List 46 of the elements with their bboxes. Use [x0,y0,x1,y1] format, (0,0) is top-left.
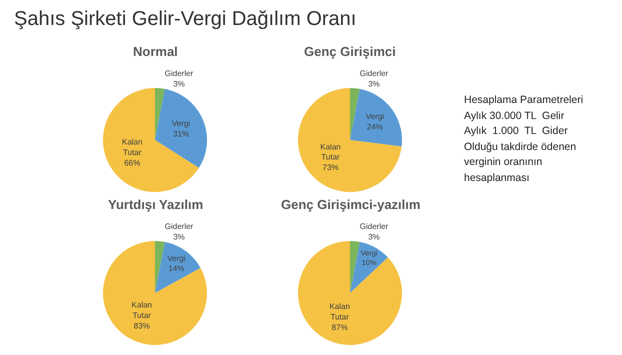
text: Şahıs Şirketi Gelir-Vergi Dağılım Oranı [14,8,356,30]
data-label: 87% [332,322,348,332]
slice-label: Vergi [167,254,186,263]
pie-slice [155,88,165,140]
slice-label: Giderler [360,222,389,231]
data-label: 73% [322,163,339,172]
chart-title: Genç Girişimci-yazılım [281,197,420,212]
slice-label: Vergi [172,118,190,128]
slice-label: Giderler [360,68,389,78]
slice-label: Kalan Tutar [320,142,341,162]
text: Olduğu takdirde ödenen [464,141,576,153]
pie-slice [155,88,207,168]
pie-slice [350,88,402,147]
data-label: 31% [173,129,190,138]
data-label: 24% [366,122,383,132]
text: verginin oranının [464,156,542,168]
pie-slice [155,241,165,293]
data-label: 14% [168,264,184,274]
chart-title: Genç Girişimci [304,44,396,59]
data-label: 3% [173,232,185,242]
pie-slice [350,88,360,140]
data-label: 10% [362,258,377,268]
pie-slice [155,242,201,293]
data-label: 66% [124,158,140,168]
pie-slice [298,241,402,345]
text: Aylık 30.000 TL Gelir [464,110,565,122]
slice-label: Vergi [366,112,384,122]
slice-label: Kalan Tutar [132,300,152,320]
text: Aylık 1.000 TL Gider [464,125,568,137]
chart-title: Normal [133,44,178,59]
text: Hesaplama Parametreleri [464,94,584,106]
data-label: 3% [368,232,380,242]
slice-label: Vergi [360,248,378,258]
pie-slice [103,88,199,192]
data-label: 3% [368,79,380,88]
slice-label: Giderler [164,68,194,78]
chart-title: Yurtdışı Yazılım [108,197,204,212]
data-label: 83% [134,321,150,330]
pie-slice [350,241,360,293]
slice-label: Kalan Tutar [122,138,142,158]
text: hesaplanması [464,172,530,184]
data-label: 3% [173,79,185,88]
slice-label: Giderler [164,222,194,231]
pie-slice [298,88,402,192]
slice-label: Kalan Tutar [329,302,350,322]
pie-slice [103,241,207,345]
